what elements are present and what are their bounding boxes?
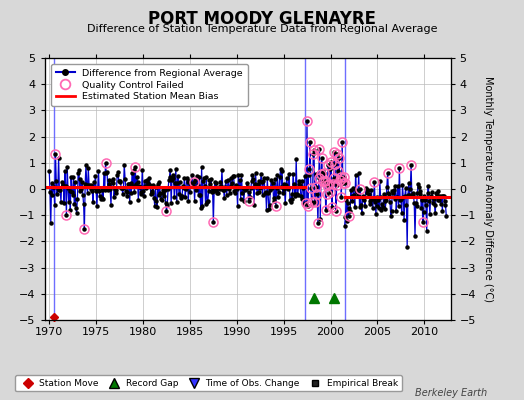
Legend: Station Move, Record Gap, Time of Obs. Change, Empirical Break: Station Move, Record Gap, Time of Obs. C… bbox=[15, 375, 402, 392]
Legend: Difference from Regional Average, Quality Control Failed, Estimated Station Mean: Difference from Regional Average, Qualit… bbox=[51, 64, 248, 106]
Y-axis label: Monthly Temperature Anomaly Difference (°C): Monthly Temperature Anomaly Difference (… bbox=[483, 76, 493, 302]
Text: Berkeley Earth: Berkeley Earth bbox=[415, 388, 487, 398]
Text: Difference of Station Temperature Data from Regional Average: Difference of Station Temperature Data f… bbox=[87, 24, 437, 34]
Text: PORT MOODY GLENAYRE: PORT MOODY GLENAYRE bbox=[148, 10, 376, 28]
